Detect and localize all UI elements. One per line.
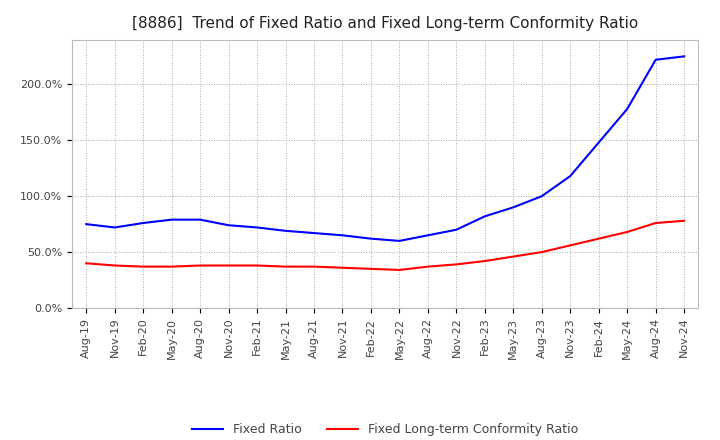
Fixed Long-term Conformity Ratio — [366, 266, 375, 271]
Fixed Long-term Conformity Ratio — [680, 218, 688, 224]
Fixed Ratio — [509, 205, 518, 210]
Fixed Long-term Conformity Ratio — [509, 254, 518, 259]
Fixed Ratio — [139, 220, 148, 226]
Fixed Ratio — [167, 217, 176, 222]
Fixed Long-term Conformity Ratio — [537, 249, 546, 255]
Fixed Ratio — [652, 57, 660, 62]
Line: Fixed Long-term Conformity Ratio: Fixed Long-term Conformity Ratio — [86, 221, 684, 270]
Fixed Ratio — [452, 227, 461, 232]
Fixed Ratio — [338, 233, 347, 238]
Fixed Ratio — [480, 214, 489, 219]
Fixed Long-term Conformity Ratio — [623, 229, 631, 235]
Fixed Ratio — [82, 221, 91, 227]
Fixed Long-term Conformity Ratio — [310, 264, 318, 269]
Fixed Long-term Conformity Ratio — [225, 263, 233, 268]
Fixed Long-term Conformity Ratio — [167, 264, 176, 269]
Fixed Ratio — [366, 236, 375, 241]
Fixed Long-term Conformity Ratio — [566, 243, 575, 248]
Fixed Ratio — [395, 238, 404, 244]
Fixed Ratio — [196, 217, 204, 222]
Fixed Long-term Conformity Ratio — [110, 263, 119, 268]
Fixed Long-term Conformity Ratio — [395, 268, 404, 273]
Title: [8886]  Trend of Fixed Ratio and Fixed Long-term Conformity Ratio: [8886] Trend of Fixed Ratio and Fixed Lo… — [132, 16, 639, 32]
Fixed Ratio — [623, 106, 631, 112]
Fixed Long-term Conformity Ratio — [139, 264, 148, 269]
Legend: Fixed Ratio, Fixed Long-term Conformity Ratio: Fixed Ratio, Fixed Long-term Conformity … — [187, 418, 583, 440]
Fixed Ratio — [566, 173, 575, 179]
Fixed Long-term Conformity Ratio — [452, 262, 461, 267]
Fixed Ratio — [225, 223, 233, 228]
Fixed Long-term Conformity Ratio — [196, 263, 204, 268]
Fixed Long-term Conformity Ratio — [282, 264, 290, 269]
Fixed Long-term Conformity Ratio — [82, 260, 91, 266]
Fixed Ratio — [423, 233, 432, 238]
Fixed Long-term Conformity Ratio — [652, 220, 660, 226]
Fixed Ratio — [537, 194, 546, 199]
Fixed Long-term Conformity Ratio — [480, 258, 489, 264]
Fixed Ratio — [595, 140, 603, 145]
Fixed Long-term Conformity Ratio — [595, 236, 603, 241]
Fixed Ratio — [253, 225, 261, 230]
Fixed Ratio — [680, 54, 688, 59]
Fixed Ratio — [310, 231, 318, 236]
Line: Fixed Ratio: Fixed Ratio — [86, 56, 684, 241]
Fixed Long-term Conformity Ratio — [338, 265, 347, 270]
Fixed Long-term Conformity Ratio — [423, 264, 432, 269]
Fixed Ratio — [110, 225, 119, 230]
Fixed Ratio — [282, 228, 290, 234]
Fixed Long-term Conformity Ratio — [253, 263, 261, 268]
